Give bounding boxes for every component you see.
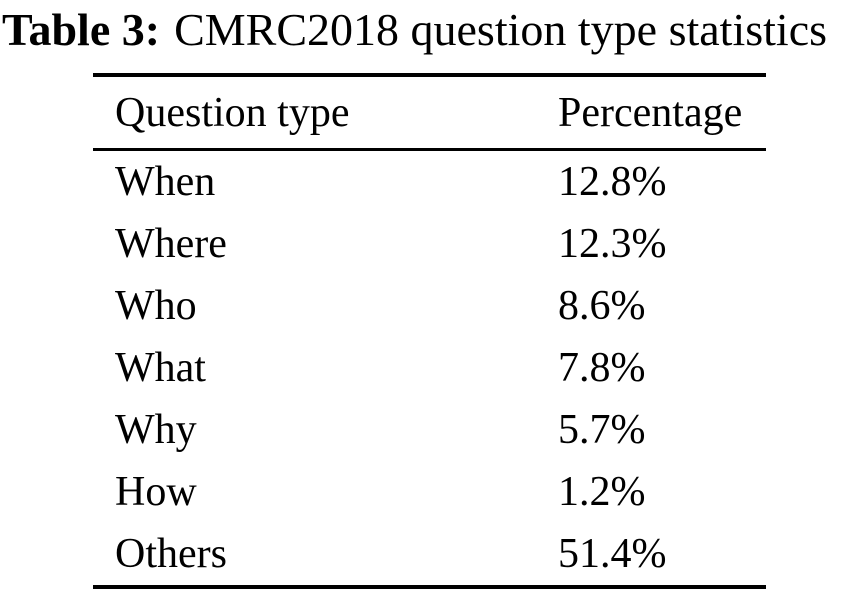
cell-percentage: 8.6% bbox=[558, 283, 646, 329]
cell-question-type: Where bbox=[115, 221, 227, 267]
cell-percentage: 7.8% bbox=[558, 345, 646, 391]
table-row: How 1.2% bbox=[93, 461, 766, 523]
table-row: Others 51.4% bbox=[93, 523, 766, 585]
table-row: When 12.8% bbox=[93, 151, 766, 213]
column-header-percentage: Percentage bbox=[558, 89, 743, 136]
cell-question-type: Who bbox=[115, 283, 197, 329]
table-caption: Table 3: CMRC2018 question type statistic… bbox=[2, 0, 867, 60]
table-row: Who 8.6% bbox=[93, 275, 766, 337]
table-row: What 7.8% bbox=[93, 337, 766, 399]
cell-question-type: When bbox=[115, 159, 216, 205]
column-header-question-type: Question type bbox=[115, 89, 350, 136]
table-caption-label: Table 3: bbox=[2, 4, 161, 55]
cell-percentage: 51.4% bbox=[558, 531, 667, 577]
cell-percentage: 12.3% bbox=[558, 221, 667, 267]
cell-percentage: 1.2% bbox=[558, 469, 646, 515]
table-header-row: Question type Percentage bbox=[93, 77, 766, 148]
table-bottom-rule bbox=[93, 585, 766, 589]
table-caption-text: CMRC2018 question type statistics bbox=[174, 4, 828, 55]
table-mid-rule bbox=[93, 148, 766, 151]
cell-question-type: How bbox=[115, 469, 197, 515]
table-top-rule bbox=[93, 73, 766, 77]
cell-question-type: Why bbox=[115, 407, 197, 453]
cell-question-type: What bbox=[115, 345, 206, 391]
table-row: Why 5.7% bbox=[93, 399, 766, 461]
question-type-table: Question type Percentage When 12.8% Wher… bbox=[93, 73, 766, 589]
cell-question-type: Others bbox=[115, 531, 227, 577]
cell-percentage: 12.8% bbox=[558, 159, 667, 205]
cell-percentage: 5.7% bbox=[558, 407, 646, 453]
table-row: Where 12.3% bbox=[93, 213, 766, 275]
